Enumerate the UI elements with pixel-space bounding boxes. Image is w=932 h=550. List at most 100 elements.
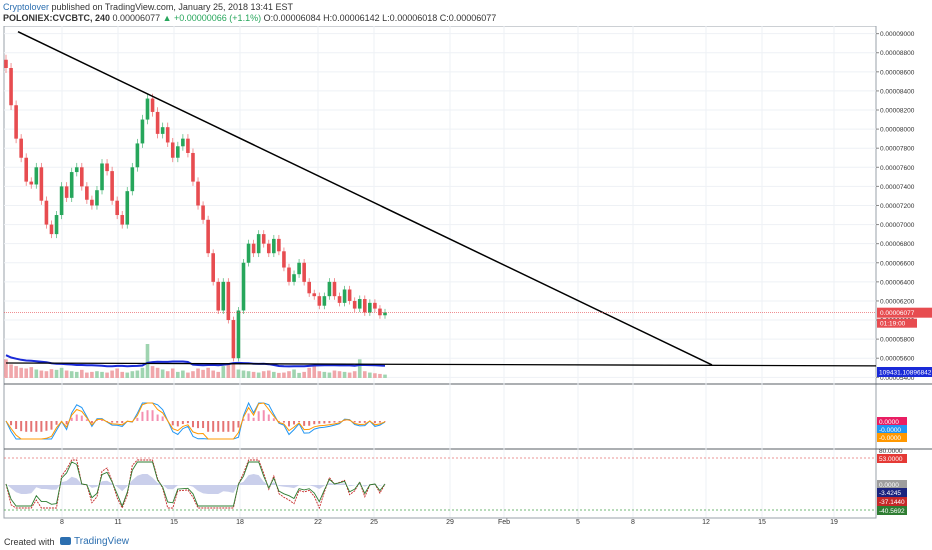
volume-bar [4, 359, 8, 378]
volume-bar [312, 366, 317, 378]
publication-info: published on TradingView.com, January 25… [49, 2, 294, 12]
volume-bar [241, 370, 246, 378]
oscillator-main-line [5, 461, 386, 508]
x-tick-label: 22 [314, 519, 322, 526]
candle-body [362, 299, 367, 313]
footer: Created with TradingView [0, 530, 932, 550]
candle-body [226, 281, 231, 321]
candle-body [110, 171, 114, 201]
volume-bar [100, 371, 104, 378]
oscillator-value-tag [877, 488, 907, 497]
candle-body [54, 215, 59, 235]
tradingview-brand[interactable]: TradingView [60, 536, 129, 547]
candle-body [292, 274, 296, 282]
x-tick-label: 18 [236, 519, 244, 526]
candle-body [302, 262, 306, 282]
volume-bar [211, 370, 215, 378]
volume-bar [378, 373, 382, 378]
candle-body [130, 167, 135, 192]
candle-body [347, 289, 352, 301]
candle-body [342, 289, 347, 303]
candle-body [145, 98, 150, 120]
x-tick-label: 15 [170, 519, 178, 526]
volume-bar [383, 374, 387, 378]
volume-bar [261, 371, 266, 378]
y-tick-label: 0.00005600 [880, 356, 915, 363]
candle-body [307, 281, 311, 294]
volume-bar [297, 372, 301, 378]
x-tick-label: 15 [758, 519, 766, 526]
y-tick-label: 0.00008200 [880, 108, 915, 115]
macd-signal-line [5, 402, 386, 440]
volume-bar [322, 371, 327, 378]
y-tick-label: 0.00005800 [880, 337, 915, 344]
candle-body [176, 146, 180, 158]
volume-bar [272, 371, 276, 378]
candle-body [287, 267, 291, 282]
volume-bar [160, 369, 165, 378]
volume-bar [236, 369, 241, 378]
y-tick-label: 0.00008000 [880, 127, 915, 134]
macd-value-label: -0.0000 [879, 427, 901, 434]
x-tick-label: 5 [576, 519, 580, 526]
candle-body [201, 205, 205, 220]
oscillator-value-tag [877, 480, 907, 489]
volume-bar [307, 367, 311, 378]
volume-bar [80, 369, 84, 378]
candle-body [186, 138, 190, 153]
volume-bar [85, 372, 89, 378]
candle-body [282, 251, 286, 268]
tradingview-brand-label: TradingView [74, 536, 130, 547]
volume-bar [140, 367, 145, 378]
candle-body [59, 186, 64, 216]
candle-body [312, 293, 317, 297]
candle-body [241, 262, 246, 311]
volume-bar [292, 369, 296, 378]
countdown-label: 01:19:00 [880, 321, 906, 328]
ohlc-values: O:0.00006084 H:0.00006142 L:0.00006018 C… [261, 13, 497, 23]
candle-body [246, 243, 251, 263]
volume-bar [145, 344, 150, 378]
volume-bar [14, 366, 18, 378]
candle-body [368, 302, 372, 313]
x-tick-label: 8 [631, 519, 635, 526]
volume-bar [352, 371, 357, 378]
candle-body [297, 262, 301, 275]
volume-bar [357, 359, 362, 378]
y-tick-label: 0.00007200 [880, 203, 915, 210]
chart-area[interactable]: 0.00009000 0.00008800 0.00008600 0.00008400… [0, 26, 932, 530]
price-change: ▲ +0.00000066 (+1.1%) [162, 13, 262, 23]
current-price-label: 0.00006077 [880, 310, 915, 317]
candle-body [120, 215, 125, 225]
author-name[interactable]: Cryptolover [3, 2, 50, 12]
candle-body [9, 68, 13, 106]
current-price-tag [877, 307, 932, 318]
candle-body [170, 142, 175, 158]
candle-body [261, 234, 266, 244]
volume-bar [256, 372, 261, 378]
candle-body [327, 281, 332, 297]
volume-bar [120, 371, 125, 378]
candle-body [34, 167, 39, 185]
candle-body [206, 219, 210, 254]
volume-bar [59, 367, 64, 378]
candle-body [49, 224, 54, 235]
oscillator-value-label: -40.5692 [879, 508, 905, 515]
volume-bar [39, 370, 44, 378]
symbol-line: POLONIEX:CVCBTC, 240 0.00006077 ▲ +0.000… [3, 13, 496, 23]
candle-body [322, 296, 327, 306]
chart-header: Cryptolover published on TradingView.com… [0, 0, 932, 26]
volume-bar [176, 371, 180, 378]
oscillator-value-label: 0.0000 [879, 482, 899, 489]
candle-body [160, 127, 165, 134]
volume-bar [49, 369, 54, 378]
macd-value-label: -0.0000 [879, 435, 901, 442]
candle-body [236, 310, 241, 359]
volume-bar [327, 372, 332, 378]
volume-bar [135, 370, 140, 378]
volume-bar [246, 371, 251, 378]
volume-bar [206, 367, 210, 378]
candle-body [231, 320, 236, 359]
candle-body [135, 143, 140, 168]
candle-body [85, 186, 89, 200]
